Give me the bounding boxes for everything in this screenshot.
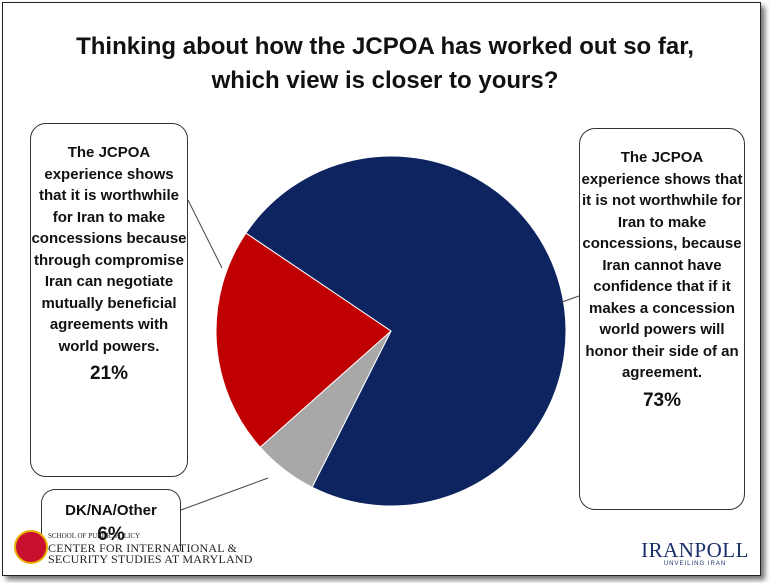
cisssm-logo: SCHOOL OF PUBLIC POLICY CENTER FOR INTER… (14, 528, 252, 568)
label-dk: DK/NA/Other (65, 502, 157, 519)
callout-dk: DK/NA/Other 6% (41, 489, 181, 551)
leader-dk (180, 477, 269, 511)
org-name-line2: SECURITY STUDIES AT MARYLAND (48, 552, 253, 566)
value-worthwhile: 21% (89, 363, 129, 384)
label-worthwhile: The JCPOA experience shows that it is wo… (31, 144, 187, 355)
iranpoll-logo: IRANPOLL UNVEILING IRAN (640, 538, 750, 567)
org-small-text: SCHOOL OF PUBLIC POLICY (48, 532, 141, 540)
brand-name: IRANPOLL (641, 538, 749, 562)
value-not-worthwhile: 73% (642, 389, 682, 411)
callout-not-worthwhile: The JCPOA experience shows that it is no… (579, 128, 745, 510)
brand-tagline: UNVEILING IRAN (663, 561, 727, 567)
label-not-worthwhile: The JCPOA experience shows that it is no… (581, 149, 743, 381)
callout-worthwhile: The JCPOA experience shows that it is wo… (30, 123, 188, 477)
chart-title: Thinking about how the JCPOA has worked … (76, 33, 694, 94)
org-name-line1: CENTER FOR INTERNATIONAL & (48, 541, 238, 555)
leader-right (561, 295, 580, 303)
value-dk: 6% (97, 523, 125, 545)
leader-left (187, 199, 223, 269)
university-seal-icon (14, 530, 48, 564)
slice-worthwhile (215, 232, 392, 448)
slice-not-worthwhile (245, 155, 567, 507)
